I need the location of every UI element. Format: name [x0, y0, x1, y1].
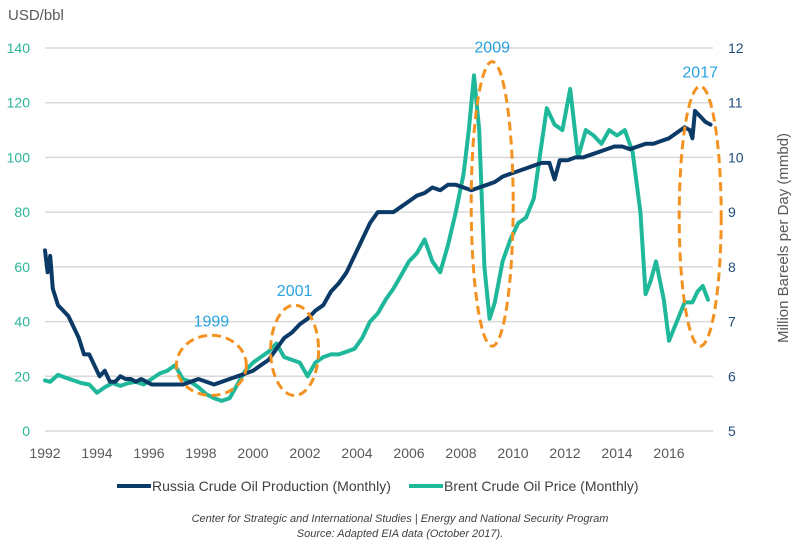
right-tick-label: 5 [728, 423, 736, 439]
annotation-label: 2017 [682, 64, 718, 81]
legend-label-price: Brent Crude Oil Price (Monthly) [444, 478, 639, 494]
footer-source: Source: Adapted EIA data (October 2017). [296, 528, 504, 540]
x-tick-label: 2004 [341, 445, 372, 461]
annotation-ellipse [469, 60, 515, 348]
left-tick-label: 100 [7, 149, 31, 165]
x-tick-label: 2006 [393, 445, 424, 461]
annotation-ellipse [269, 303, 321, 397]
left-tick-label: 140 [7, 40, 31, 56]
left-tick-label: 40 [14, 314, 30, 330]
left-tick-label: 120 [7, 95, 31, 111]
left-tick-label: 60 [14, 259, 30, 275]
annotation-label: 2001 [277, 283, 313, 300]
x-tick-label: 2012 [549, 445, 580, 461]
annotation-ellipse [174, 333, 248, 397]
left-tick-label: 0 [22, 423, 30, 439]
x-tick-label: 1994 [81, 445, 112, 461]
x-tick-label: 2008 [445, 445, 476, 461]
annotation-label: 1999 [194, 313, 230, 330]
right-tick-label: 10 [728, 149, 744, 165]
x-tick-label: 2016 [653, 445, 684, 461]
right-tick-label: 11 [728, 95, 743, 111]
x-tick-label: 1998 [185, 445, 216, 461]
x-tick-label: 2010 [497, 445, 528, 461]
x-tick-label: 1992 [29, 445, 60, 461]
footer-credit: Center for Strategic and International S… [191, 513, 609, 525]
annotations: 1999 2001 2009 2017 [174, 40, 723, 397]
right-tick-label: 12 [728, 40, 744, 56]
left-tick-label: 20 [14, 368, 30, 384]
left-axis-unit-label: USD/bbl [8, 7, 64, 24]
x-tick-label: 2000 [237, 445, 268, 461]
right-tick-label: 9 [728, 204, 736, 220]
series-line-production [43, 108, 713, 387]
right-tick-label: 7 [728, 314, 736, 330]
series-lines [43, 73, 713, 403]
right-axis-ticks: 5 6 7 8 9 10 11 12 [728, 40, 744, 439]
left-tick-label: 80 [14, 204, 30, 220]
left-axis-ticks: 0 20 40 60 80 100 120 140 [7, 40, 31, 439]
annotation-label: 2009 [474, 40, 510, 57]
x-tick-label: 2014 [601, 445, 632, 461]
right-axis-label: Million Bareels per Day (mmbd) [775, 133, 792, 343]
annotation-ellipse [677, 84, 723, 348]
x-tick-label: 1996 [133, 445, 164, 461]
gridlines [45, 47, 713, 432]
x-tick-label: 2002 [289, 445, 320, 461]
right-tick-label: 6 [728, 368, 736, 384]
legend: Russia Crude Oil Production (Monthly) Br… [117, 478, 639, 494]
x-axis-ticks: 1992 1994 1996 1998 2000 2002 2004 2006 2008 2010… [29, 445, 684, 461]
series-line-price [43, 73, 710, 403]
legend-label-production: Russia Crude Oil Production (Monthly) [152, 478, 391, 494]
right-tick-label: 8 [728, 259, 736, 275]
